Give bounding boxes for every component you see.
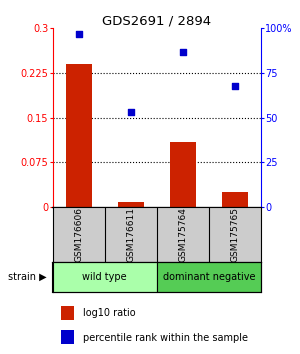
Text: dominant negative: dominant negative xyxy=(163,272,255,282)
Text: GSM176611: GSM176611 xyxy=(126,207,135,262)
Point xyxy=(128,109,133,115)
Text: log10 ratio: log10 ratio xyxy=(83,308,136,318)
Text: GSM175765: GSM175765 xyxy=(230,207,239,262)
Bar xyxy=(170,142,196,207)
Point xyxy=(76,31,81,36)
Text: percentile rank within the sample: percentile rank within the sample xyxy=(83,332,248,343)
Bar xyxy=(118,202,144,207)
Text: GSM176606: GSM176606 xyxy=(74,207,83,262)
Text: wild type: wild type xyxy=(82,272,127,282)
Text: GSM175764: GSM175764 xyxy=(178,207,187,262)
Bar xyxy=(65,64,92,207)
Title: GDS2691 / 2894: GDS2691 / 2894 xyxy=(102,14,211,27)
Bar xyxy=(157,262,261,292)
Point xyxy=(232,83,237,88)
Text: strain ▶: strain ▶ xyxy=(8,272,46,282)
Bar xyxy=(61,306,74,320)
Bar xyxy=(52,262,157,292)
Bar xyxy=(61,330,74,344)
Bar xyxy=(222,192,248,207)
Point xyxy=(180,49,185,55)
